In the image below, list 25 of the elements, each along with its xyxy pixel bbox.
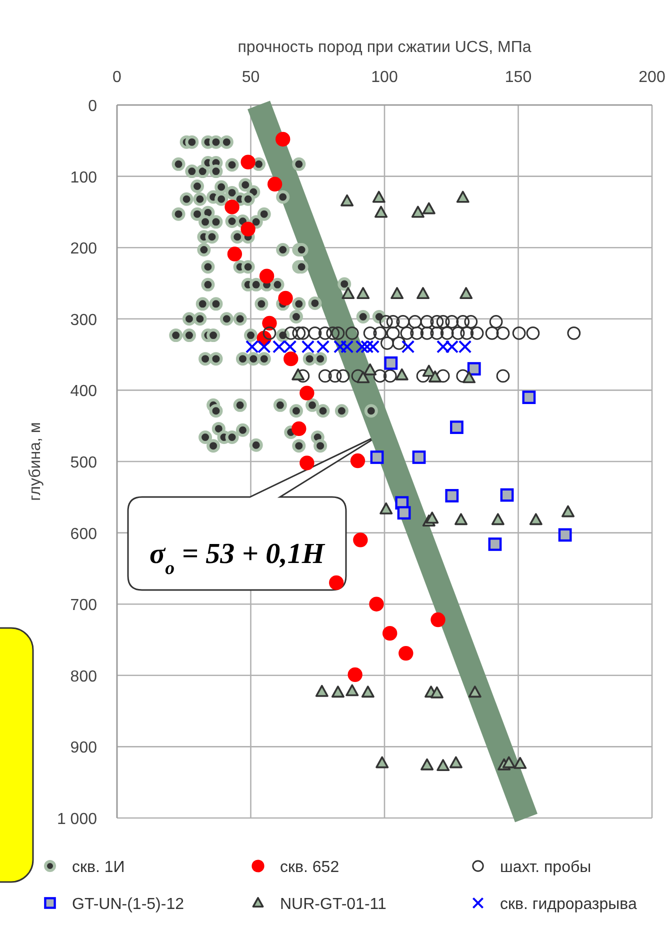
y-tick-label: 400 (70, 383, 98, 400)
legend-label: GT-UN-(1-5)-12 (72, 896, 184, 913)
y-tick-label: 100 (70, 169, 98, 186)
x-axis-title: прочность пород при сжатии UCS, МПа (238, 39, 532, 56)
x-tick-label: 150 (504, 69, 532, 86)
y-axis-title: глубина, м (27, 422, 44, 501)
x-tick-label: 50 (242, 69, 260, 86)
x-tick-label: 200 (638, 69, 666, 86)
legend-label: NUR-GT-01-11 (280, 896, 386, 913)
x-tick-label: 0 (112, 69, 122, 86)
y-tick-label: 800 (70, 668, 98, 686)
annotation: σ$_{o}$ = 53 + 0,1H (150, 538, 326, 578)
legend-label: скв. 652 (280, 859, 340, 876)
y-tick-label: 1 000 (56, 811, 98, 828)
y-tick-label: 700 (70, 597, 98, 614)
legend-label: скв. гидроразрыва (500, 896, 637, 913)
y-tick-label: 200 (70, 240, 98, 258)
y-tick-label: 500 (70, 454, 98, 472)
y-tick-label: 0 (88, 98, 98, 115)
legend-label: шахт. пробы (500, 859, 592, 876)
y-tick-label: 600 (70, 526, 98, 543)
y-tick-label: 300 (70, 312, 98, 329)
legend-label: скв. 1И (72, 859, 125, 876)
x-tick-label: 100 (371, 69, 398, 86)
y-tick-label: 900 (70, 740, 98, 757)
